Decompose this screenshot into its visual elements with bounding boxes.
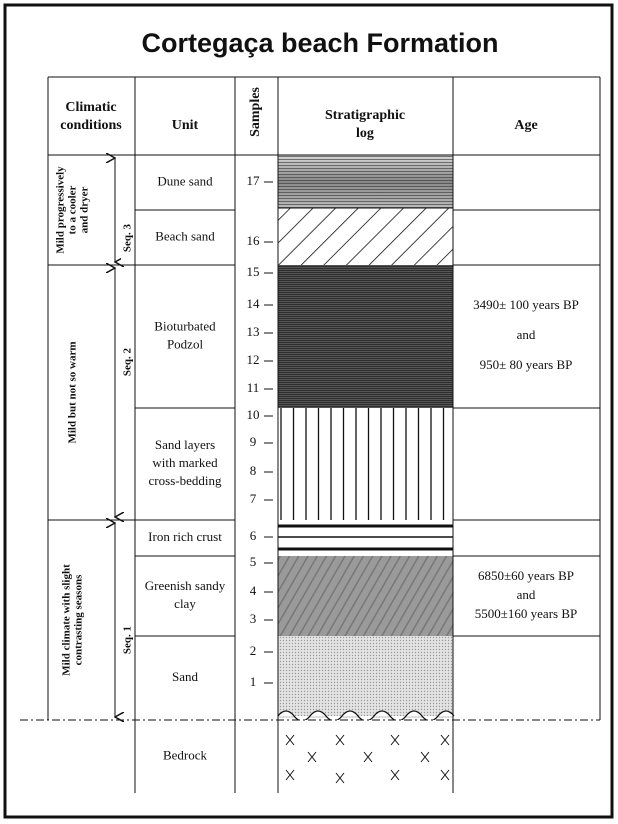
sample-number: 3 [250, 611, 257, 626]
unit-text: Bioturbated [154, 318, 216, 333]
unit-text: Dune sand [157, 173, 213, 188]
bedrock-symbol [363, 751, 373, 763]
sample-number: 9 [250, 434, 257, 449]
unit-text: Iron rich crust [148, 529, 222, 544]
header-log: log [356, 126, 374, 141]
bedrock-symbol [285, 769, 295, 781]
climate-text: and dryer [79, 187, 91, 234]
sequence-label: Seq. 1 [122, 626, 134, 654]
sequence-label: Seq. 2 [122, 347, 134, 376]
unit-text: with marked [152, 455, 218, 470]
bedrock-symbol [285, 734, 295, 746]
sample-number: 1 [250, 674, 257, 689]
age-text: 6850±60 years BP [478, 568, 574, 583]
sample-number: 5 [250, 554, 257, 569]
age-text: 5500±160 years BP [475, 606, 577, 621]
seq-label-bg [121, 340, 134, 384]
sample-number: 8 [250, 463, 257, 478]
bedrock-symbol [307, 751, 317, 763]
sample-number: 17 [247, 173, 261, 188]
sample-number: 2 [250, 643, 257, 658]
unit-text: clay [174, 596, 196, 611]
bedrock-symbol [390, 769, 400, 781]
bedrock-symbol [390, 734, 400, 746]
sample-number: 16 [247, 233, 261, 248]
climate-text: contrasting seasons [73, 574, 85, 665]
bedrock-symbol [335, 734, 345, 746]
climate-text: Mild progressively [55, 166, 67, 254]
header-unit: Unit [172, 118, 199, 133]
climate-text: Mild climate with slight [61, 564, 73, 676]
sample-number: 13 [247, 324, 260, 339]
sample-number: 4 [250, 583, 257, 598]
sample-number: 7 [250, 491, 257, 506]
frame [3, 3, 614, 819]
climate-text: Mild but not so warm [67, 341, 79, 443]
bedrock-symbol [440, 769, 450, 781]
unit-text: Podzol [167, 336, 204, 351]
header-log: Stratigraphic [325, 108, 405, 123]
unit-text: Greenish sandy [145, 578, 226, 593]
age-text: 950± 80 years BP [480, 357, 573, 372]
sample-number: 10 [247, 407, 260, 422]
sample-number: 11 [247, 380, 260, 395]
seq-label-bg [121, 216, 134, 260]
header-samples: Samples [248, 87, 263, 137]
bedrock-symbol [420, 751, 430, 763]
bedrock-symbol [335, 772, 345, 784]
header-age: Age [514, 118, 537, 133]
unit-text: cross-bedding [149, 473, 222, 488]
unit-text: Bedrock [163, 747, 208, 762]
sample-number: 14 [247, 296, 261, 311]
unit-text: Sand [172, 669, 199, 684]
header-climatic: Climatic [65, 100, 116, 115]
bedrock-symbol [440, 734, 450, 746]
age-text: and [517, 327, 536, 342]
climate-text: to a cooler [67, 185, 79, 234]
sequence-label: Seq. 3 [122, 223, 134, 252]
age-text: and [517, 587, 536, 602]
title: Cortegaça beach Formation [141, 28, 498, 58]
seq-label-bg [121, 618, 134, 662]
sample-number: 6 [250, 528, 257, 543]
unit-text: Sand layers [155, 437, 215, 452]
unit-text: Beach sand [155, 228, 215, 243]
sample-number: 12 [247, 352, 260, 367]
header-climatic: conditions [60, 118, 122, 133]
log-patterns [277, 155, 455, 793]
sample-number: 15 [247, 264, 260, 279]
age-text: 3490± 100 years BP [473, 297, 579, 312]
